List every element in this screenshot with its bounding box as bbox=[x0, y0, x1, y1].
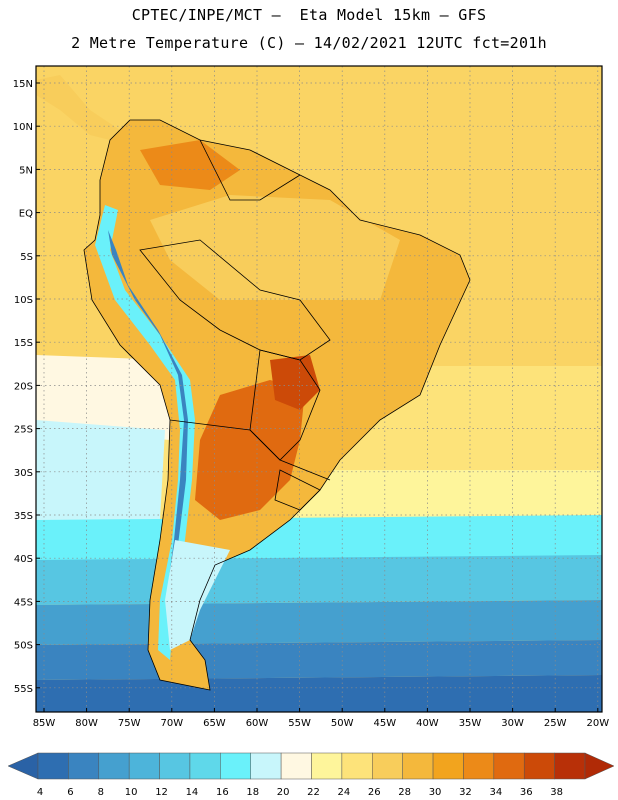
amazon-region bbox=[150, 195, 400, 300]
lat-label: 55S bbox=[14, 684, 33, 695]
lat-label: EQ bbox=[19, 209, 33, 220]
colorbar-swatch bbox=[68, 752, 100, 780]
ocean-band-6 bbox=[36, 675, 602, 712]
lat-label: 15N bbox=[13, 79, 33, 90]
map-frame bbox=[35, 65, 603, 713]
colorbar-tick-label: 10 bbox=[125, 787, 138, 798]
lat-label: 30S bbox=[14, 468, 33, 479]
lat-label: 15S bbox=[14, 338, 33, 349]
colorbar-tick-label: 32 bbox=[459, 787, 472, 798]
country-borders bbox=[83, 119, 471, 691]
colorbar-tick-label: 16 bbox=[216, 787, 229, 798]
colorbar-tick-label: 6 bbox=[67, 787, 73, 798]
lon-label: 20W bbox=[586, 718, 609, 729]
lon-label: 70W bbox=[160, 718, 183, 729]
colorbar-swatch bbox=[98, 752, 130, 780]
chart-title-line1: CPTEC/INPE/MCT – Eta Model 15km – GFS bbox=[131, 6, 487, 24]
lon-label: 55W bbox=[288, 718, 311, 729]
colorbar-tick-label: 36 bbox=[520, 787, 533, 798]
ocean-band-10 bbox=[36, 600, 602, 645]
colorbar-swatch bbox=[37, 752, 69, 780]
colorbar: 4 6 8 10 12 14 16 18 20 22 24 26 28 30 32 34 36 38 bbox=[7, 752, 615, 798]
lon-label: 30W bbox=[501, 718, 524, 729]
lon-label: 80W bbox=[75, 718, 98, 729]
colorbar-swatch bbox=[189, 752, 221, 780]
colorbar-swatch bbox=[402, 752, 434, 780]
colorbar-swatch bbox=[341, 752, 373, 780]
lon-label: 25W bbox=[544, 718, 567, 729]
lon-label: 50W bbox=[331, 718, 354, 729]
colorbar-tick-label: 4 bbox=[37, 787, 43, 798]
lat-label: 25S bbox=[14, 425, 33, 436]
colorbar-tick-label: 20 bbox=[277, 787, 290, 798]
hot-core-paraguay bbox=[270, 355, 320, 410]
lat-label: 5S bbox=[20, 252, 33, 263]
latitude-labels: 15N 10N 5N EQ 5S 10S 15S 20S 25S 30S 35S 40S 45S 50S 5… bbox=[13, 79, 40, 695]
colorbar-swatch bbox=[463, 752, 495, 780]
ocean-band-18 bbox=[36, 515, 602, 560]
lon-label: 65W bbox=[203, 718, 226, 729]
colorbar-low-arrow bbox=[7, 752, 39, 780]
ocean-band-8 bbox=[36, 640, 602, 680]
lat-label: 10S bbox=[14, 295, 33, 306]
lon-label: 85W bbox=[33, 718, 56, 729]
lat-label: 20S bbox=[14, 381, 33, 392]
colorbar-swatch bbox=[432, 752, 464, 780]
ocean-pacific-cool bbox=[36, 355, 170, 440]
map-plot-area bbox=[36, 66, 602, 712]
lon-label: 60W bbox=[246, 718, 269, 729]
chart-title-line2: 2 Metre Temperature (C) – 14/02/2021 12U… bbox=[71, 34, 547, 52]
colorbar-tick-label: 26 bbox=[368, 787, 381, 798]
colorbar-swatch bbox=[554, 752, 586, 780]
andes-cold-stripe bbox=[95, 205, 195, 660]
lon-label: 45W bbox=[373, 718, 396, 729]
colorbar-tick-label: 28 bbox=[398, 787, 411, 798]
lat-label: 40S bbox=[14, 554, 33, 565]
lat-label: 45S bbox=[14, 597, 33, 608]
lon-label: 40W bbox=[416, 718, 439, 729]
colorbar-tick-label: 12 bbox=[155, 787, 168, 798]
lat-label: 35S bbox=[14, 511, 33, 522]
lat-label: 5N bbox=[19, 165, 33, 176]
longitude-labels: 85W 80W 75W 70W 65W 60W 55W 50W 45W 40W 35W 30W 25W 2… bbox=[33, 708, 609, 729]
colorbar-swatch bbox=[372, 752, 403, 780]
colorbar-tick-label: 34 bbox=[489, 787, 502, 798]
central-america-land bbox=[36, 75, 130, 140]
colorbar-high-arrow bbox=[584, 752, 615, 780]
ocean-pacific-cold bbox=[36, 420, 165, 520]
colorbar-tick-label: 30 bbox=[429, 787, 442, 798]
colorbar-tick-label: 38 bbox=[550, 787, 563, 798]
colorbar-swatch bbox=[128, 752, 160, 780]
colorbar-tick-label: 14 bbox=[186, 787, 199, 798]
colorbar-tick-label: 18 bbox=[246, 787, 259, 798]
colorbar-swatch bbox=[250, 752, 282, 780]
colorbar-swatch bbox=[159, 752, 191, 780]
colorbar-swatch bbox=[523, 752, 555, 780]
colorbar-swatch bbox=[280, 752, 312, 780]
ocean-band-14 bbox=[36, 555, 602, 605]
hot-spot-venezuela bbox=[140, 140, 240, 190]
lat-label: 10N bbox=[13, 122, 33, 133]
colorbar-swatch bbox=[311, 752, 343, 780]
ocean-atlantic-mild bbox=[290, 470, 602, 520]
colorbar-swatch bbox=[220, 752, 251, 780]
colorbar-tick-label: 22 bbox=[307, 787, 320, 798]
lon-label: 35W bbox=[459, 718, 482, 729]
lon-label: 75W bbox=[118, 718, 141, 729]
colorbar-tick-label: 24 bbox=[338, 787, 351, 798]
colorbar-swatch bbox=[493, 752, 525, 780]
lat-label: 50S bbox=[14, 641, 33, 652]
colorbar-tick-label: 8 bbox=[98, 787, 104, 798]
